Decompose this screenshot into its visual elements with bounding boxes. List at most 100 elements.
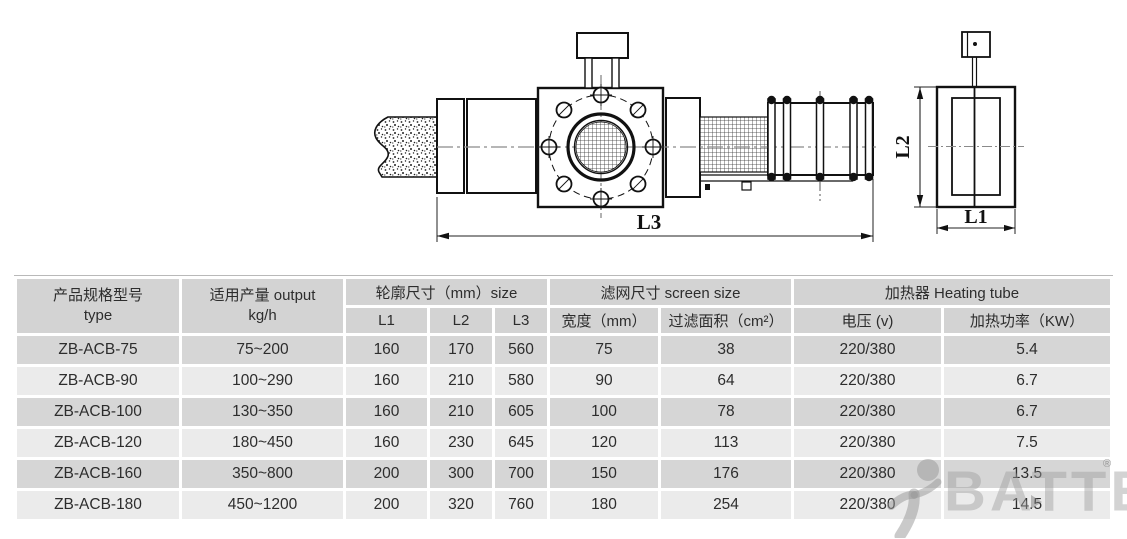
dimension-l2: L2 (892, 86, 936, 208)
bracket-foot (741, 181, 752, 191)
cell-area: 254 (661, 491, 791, 519)
header-type-en: type (83, 307, 113, 324)
spec-table-body: ZB-ACB-75 75~200 160 170 560 75 38 220/380 5.4 ZB… (17, 336, 1110, 519)
cell-l3: 580 (495, 367, 547, 395)
cell-l2: 210 (430, 398, 492, 426)
header-heating-power: 加热功率（KW） (944, 308, 1110, 333)
cell-l1: 160 (346, 336, 427, 364)
inlet-housing (466, 98, 537, 194)
bracket-block (705, 184, 710, 190)
header-output-cn: 适用产量 output (209, 286, 316, 304)
filter-screen-mesh (575, 121, 627, 173)
cell-power: 6.7 (944, 367, 1110, 395)
dimension-label-l2: L2 (892, 135, 914, 158)
technical-drawing: L3 L2 (373, 31, 1024, 242)
adapter-flange (436, 98, 465, 194)
cell-width: 180 (550, 491, 658, 519)
cell-l1: 160 (346, 429, 427, 457)
cell-output: 130~350 (182, 398, 343, 426)
header-voltage: 电压 (v) (794, 308, 941, 333)
cell-voltage: 220/380 (794, 429, 941, 457)
header-screen-width: 宽度（mm） (550, 308, 658, 333)
dimension-l1: L1 (936, 206, 1016, 234)
cell-area: 113 (661, 429, 791, 457)
table-row: ZB-ACB-180 450~1200 200 320 760 180 254 220/380… (17, 491, 1110, 519)
cell-l1: 160 (346, 367, 427, 395)
heater-clamp-bands (767, 95, 874, 182)
dimension-l3: L3 (436, 179, 874, 242)
header-output-en: kg/h (248, 307, 277, 324)
cell-voltage: 220/380 (794, 460, 941, 488)
header-screen-group: 滤网尺寸 screen size (550, 279, 791, 305)
header-output: 适用产量 output kg/h (182, 279, 343, 333)
clamp-bolts (767, 95, 874, 182)
main-view (373, 32, 874, 209)
hydraulic-cylinder (576, 32, 629, 59)
cylinder-rod-right (611, 57, 620, 89)
cell-l1: 160 (346, 398, 427, 426)
cell-l1: 200 (346, 491, 427, 519)
table-row: ZB-ACB-75 75~200 160 170 560 75 38 220/380 5.4 (17, 336, 1110, 364)
cell-output: 100~290 (182, 367, 343, 395)
extruder-barrel-break (373, 116, 438, 178)
cell-power: 14.5 (944, 491, 1110, 519)
cell-width: 150 (550, 460, 658, 488)
cell-area: 64 (661, 367, 791, 395)
cell-voltage: 220/380 (794, 336, 941, 364)
dimension-label-l1: L1 (964, 206, 987, 228)
cell-l3: 560 (495, 336, 547, 364)
cell-l3: 700 (495, 460, 547, 488)
header-l3: L3 (495, 308, 547, 333)
cell-power: 5.4 (944, 336, 1110, 364)
header-heater-group: 加热器 Heating tube (794, 279, 1110, 305)
cell-power: 6.7 (944, 398, 1110, 426)
spec-table-header: 产品规格型号 type 适用产量 output kg/h 轮廓尺寸（mm）siz… (17, 279, 1110, 333)
cell-area: 78 (661, 398, 791, 426)
cell-l2: 320 (430, 491, 492, 519)
bolt-holes (538, 84, 664, 210)
header-l2: L2 (430, 308, 492, 333)
cell-l3: 645 (495, 429, 547, 457)
cell-area: 38 (661, 336, 791, 364)
screen-mesh-section (699, 116, 769, 173)
side-view: L2 L1 (892, 31, 1024, 234)
cell-voltage: 220/380 (794, 367, 941, 395)
cell-l2: 230 (430, 429, 492, 457)
cell-l2: 170 (430, 336, 492, 364)
cell-type: ZB-ACB-120 (17, 429, 179, 457)
cell-output: 350~800 (182, 460, 343, 488)
filter-flange (538, 84, 664, 210)
header-filter-area: 过滤面积（cm²） (661, 308, 791, 333)
screen-outer-ring (566, 112, 636, 182)
table-row: ZB-ACB-90 100~290 160 210 580 90 64 220/380 6.7 (17, 367, 1110, 395)
cell-l3: 760 (495, 491, 547, 519)
cell-voltage: 220/380 (794, 491, 941, 519)
cell-width: 120 (550, 429, 658, 457)
cell-output: 180~450 (182, 429, 343, 457)
cell-l2: 300 (430, 460, 492, 488)
table-row: ZB-ACB-160 350~800 200 300 700 150 176 220/380 1… (17, 460, 1110, 488)
cell-width: 90 (550, 367, 658, 395)
cell-width: 75 (550, 336, 658, 364)
cell-l3: 605 (495, 398, 547, 426)
cell-voltage: 220/380 (794, 398, 941, 426)
cell-output: 75~200 (182, 336, 343, 364)
cell-area: 176 (661, 460, 791, 488)
table-row: ZB-ACB-100 130~350 160 210 605 100 78 220/380 6.… (17, 398, 1110, 426)
header-outline-group: 轮廓尺寸（mm）size (346, 279, 547, 305)
spec-table: 产品规格型号 type 适用产量 output kg/h 轮廓尺寸（mm）siz… (14, 275, 1113, 522)
cell-type: ZB-ACB-90 (17, 367, 179, 395)
cell-power: 13.5 (944, 460, 1110, 488)
cell-type: ZB-ACB-160 (17, 460, 179, 488)
header-type: 产品规格型号 type (17, 279, 179, 333)
screen-inner-ring (573, 119, 629, 175)
dimension-label-l3: L3 (637, 210, 662, 234)
header-type-cn: 产品规格型号 (52, 286, 143, 304)
cell-width: 100 (550, 398, 658, 426)
cell-type: ZB-ACB-180 (17, 491, 179, 519)
cell-l1: 200 (346, 460, 427, 488)
cell-type: ZB-ACB-75 (17, 336, 179, 364)
cell-l2: 210 (430, 367, 492, 395)
cell-type: ZB-ACB-100 (17, 398, 179, 426)
